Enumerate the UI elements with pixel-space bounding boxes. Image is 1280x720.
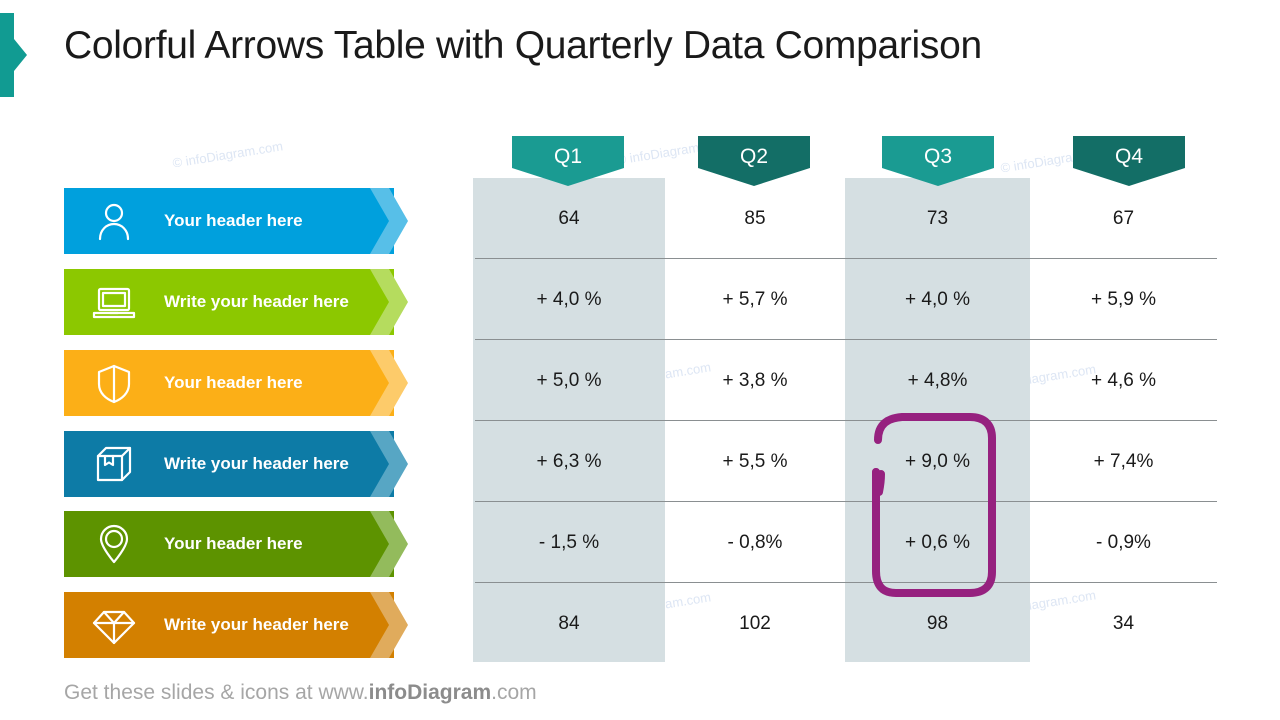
table-cell: + 5,0 % bbox=[536, 370, 602, 391]
shield-icon bbox=[92, 361, 136, 405]
table-cell: - 1,5 % bbox=[538, 532, 600, 553]
footer-prefix: Get these slides & icons at www. bbox=[64, 681, 369, 704]
row-label-text: Write your header here bbox=[164, 292, 349, 311]
table-cell: + 4,0 % bbox=[905, 289, 970, 310]
laptop-icon bbox=[92, 280, 136, 324]
box-icon bbox=[92, 442, 136, 486]
diamond-icon bbox=[92, 603, 136, 647]
location-pin-icon bbox=[92, 522, 136, 566]
table-cell: 98 bbox=[926, 613, 949, 634]
row-label-5[interactable]: Your header here bbox=[64, 511, 439, 577]
table-cell: + 9,0 % bbox=[905, 451, 970, 472]
row-separator bbox=[475, 501, 1217, 502]
data-table: 64 85 73 67 + 4,0 % + 5,7 % + 4,0 % + 5,… bbox=[473, 178, 1217, 662]
row-label-body bbox=[64, 188, 394, 254]
row-label-text: Write your header here bbox=[164, 615, 349, 634]
row-label-text: Your header here bbox=[164, 373, 303, 392]
row-label-3[interactable]: Your header here bbox=[64, 350, 439, 416]
person-icon bbox=[92, 199, 136, 243]
table-cell: + 5,9 % bbox=[1091, 289, 1156, 310]
table-cell: 34 bbox=[1112, 613, 1135, 634]
table-cell: + 4,8% bbox=[907, 370, 968, 391]
table-cell: 102 bbox=[739, 613, 771, 634]
row-label-body bbox=[64, 431, 394, 497]
table-cell: + 4,6 % bbox=[1091, 370, 1156, 391]
table-cell: - 0,9% bbox=[1096, 532, 1151, 553]
row-label-1[interactable]: Your header here bbox=[64, 188, 439, 254]
row-separator bbox=[475, 420, 1217, 421]
row-label-body bbox=[64, 350, 394, 416]
footer-suffix: .com bbox=[491, 681, 537, 704]
table-cell: + 6,3 % bbox=[536, 451, 602, 472]
row-label-body bbox=[64, 592, 394, 658]
table-cell: + 4,0 % bbox=[536, 289, 602, 310]
row-label-text: Write your header here bbox=[164, 454, 349, 473]
table-cell: + 3,8 % bbox=[722, 370, 788, 391]
table-cell: + 7,4% bbox=[1093, 451, 1154, 472]
table-cell: + 5,7 % bbox=[722, 289, 788, 310]
footer-text: Get these slides & icons at www.infoDiag… bbox=[64, 681, 537, 705]
table-cell: 73 bbox=[926, 208, 949, 229]
row-separator bbox=[475, 582, 1217, 583]
title-accent-bar bbox=[0, 13, 27, 97]
footer-brand: infoDiagram bbox=[368, 681, 492, 704]
row-separator bbox=[475, 339, 1217, 340]
page-title: Colorful Arrows Table with Quarterly Dat… bbox=[64, 24, 982, 67]
table-cell: - 0,8% bbox=[727, 532, 783, 553]
table-cell: 64 bbox=[558, 208, 580, 229]
watermark: © infoDiagram.com bbox=[171, 138, 284, 171]
table-cell: 85 bbox=[744, 208, 766, 229]
row-label-4[interactable]: Write your header here bbox=[64, 431, 439, 497]
row-label-text: Your header here bbox=[164, 211, 303, 230]
row-label-text: Your header here bbox=[164, 534, 303, 553]
table-cell: + 5,5 % bbox=[722, 451, 788, 472]
table-cell: 67 bbox=[1112, 208, 1135, 229]
row-label-body bbox=[64, 269, 394, 335]
table-cell: 84 bbox=[558, 613, 580, 634]
table-cell: + 0,6 % bbox=[905, 532, 970, 553]
row-label-2[interactable]: Write your header here bbox=[64, 269, 439, 335]
row-separator bbox=[475, 258, 1217, 259]
row-label-6[interactable]: Write your header here bbox=[64, 592, 439, 658]
